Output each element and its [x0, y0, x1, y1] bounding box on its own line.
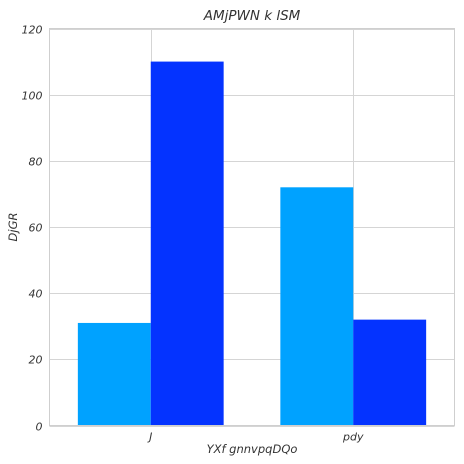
y-tick-label: 120	[22, 24, 43, 37]
y-tick-label: 80	[29, 156, 43, 169]
y-tick-label: 100	[22, 90, 43, 103]
tick-labels-layer: 0 20 40 60 80 100 120 J pdy	[22, 24, 364, 444]
y-tick-label: 60	[29, 222, 43, 235]
y-axis-label: DjGR	[6, 213, 20, 242]
y-tick-label: 20	[29, 354, 43, 367]
x-tick-label: pdy	[342, 431, 364, 444]
bar-series-1-J	[77, 322, 151, 426]
bar-series-2-J	[150, 61, 224, 426]
bars-layer	[77, 61, 427, 426]
x-tick-label: J	[147, 431, 152, 444]
chart-title: AMjPWN k lSM	[203, 8, 301, 24]
plot-frame	[49, 28, 455, 426]
y-tick-label: 0	[36, 421, 43, 434]
bar-series-1-pdy	[280, 187, 354, 426]
x-axis-label: YXf gnnvpqDQo	[207, 442, 298, 456]
y-tick-label: 40	[29, 288, 43, 301]
bar-series-2-pdy	[353, 319, 427, 426]
